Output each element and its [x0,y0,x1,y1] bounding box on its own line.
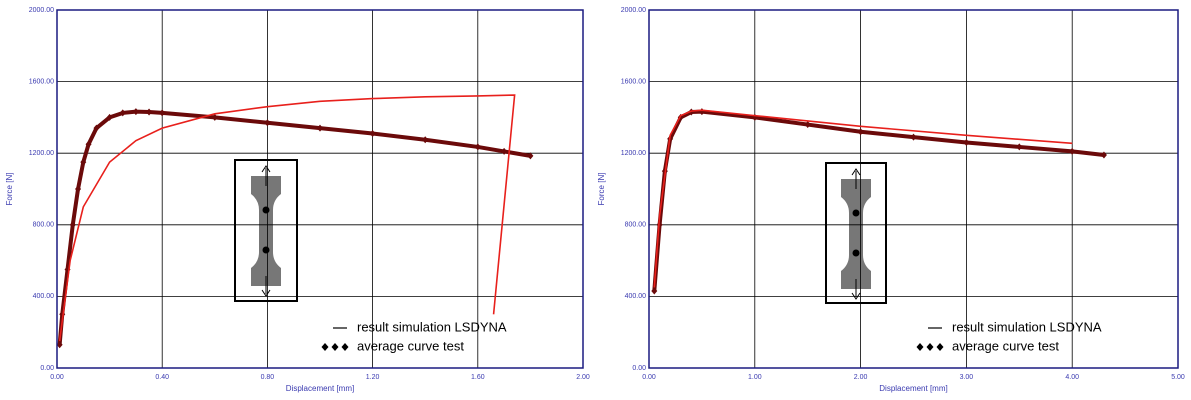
plot: 0.00 1.00 2.00 3.00 4.00 5.00 0.00 400.00 800.00… [597,7,1185,393]
x-tick-label: 5.00 [1171,374,1185,381]
y-tick-label: 1600.00 [29,78,54,85]
data-marker [804,121,811,129]
data-marker [132,108,139,116]
y-axis-label: Force [N] [597,173,606,206]
y-tick-label: 800.00 [625,222,647,229]
x-tick-label: 0.80 [261,374,275,381]
legend-marker [936,343,944,351]
data-marker [857,128,864,136]
data-marker [75,185,82,193]
data-marker [527,152,534,160]
data-marker [59,310,66,318]
x-axis-label: Displacement [mm] [286,384,354,393]
x-tick-label: 0.40 [155,374,169,381]
legend-marker [331,343,339,351]
data-marker [106,113,113,121]
x-axis-label: Displacement [mm] [879,384,947,393]
legend-label: result simulation LSDYNA [357,319,507,334]
x-tick-label: 1.60 [471,374,485,381]
x-tick-label: 2.00 [854,374,868,381]
legend-marker [926,343,934,351]
data-marker [474,143,481,151]
data-marker [159,109,166,117]
data-marker [422,136,429,144]
y-tick-label: 400.00 [625,293,647,300]
legend-label: result simulation LSDYNA [952,319,1102,334]
legend-marker [341,343,349,351]
y-tick-label: 2000.00 [29,7,54,14]
legend-label: average curve test [357,338,464,353]
data-marker [963,138,970,146]
data-marker [317,124,323,132]
x-tick-label: 1.00 [748,374,762,381]
legend-label: average curve test [952,338,1059,353]
data-marker [56,341,63,349]
y-tick-label: 0.00 [40,365,54,372]
y-tick-label: 1600.00 [621,78,646,85]
y-tick-label: 1200.00 [29,150,54,157]
plot-frame [56,9,584,369]
y-tick-label: 400.00 [33,293,55,300]
data-marker [501,147,508,155]
data-marker [93,124,100,132]
data-marker [1016,143,1023,151]
x-tick-label: 3.00 [960,374,974,381]
legend-marker [321,343,329,351]
data-marker [1069,147,1076,155]
series-line [653,109,1073,288]
x-tick-label: 1.20 [366,374,380,381]
x-tick-label: 0.00 [642,374,656,381]
data-marker [119,109,126,117]
data-marker [1100,151,1107,159]
plot-frame [648,9,1179,369]
series-line [58,94,516,342]
y-tick-label: 1200.00 [621,150,646,157]
y-tick-label: 0.00 [632,365,646,372]
data-marker [651,287,658,295]
specimen-icon [234,159,298,302]
x-tick-label: 0.00 [50,374,64,381]
legend-marker [916,343,924,351]
y-axis-label: Force [N] [5,173,14,206]
data-marker [146,108,153,116]
data-marker [910,133,917,141]
data-marker [369,130,376,138]
data-marker [264,119,271,127]
data-marker [698,108,705,116]
data-marker [69,221,76,229]
x-tick-label: 4.00 [1065,374,1079,381]
plot: 0.00 0.40 0.80 1.20 1.60 2.00 0.00 400.00 800.00… [5,7,590,393]
y-tick-label: 800.00 [33,222,55,229]
data-marker [211,113,218,121]
specimen-icon [825,162,887,304]
y-tick-label: 2000.00 [621,7,646,14]
data-marker [85,140,92,148]
x-tick-label: 2.00 [576,374,590,381]
data-marker [80,158,87,166]
